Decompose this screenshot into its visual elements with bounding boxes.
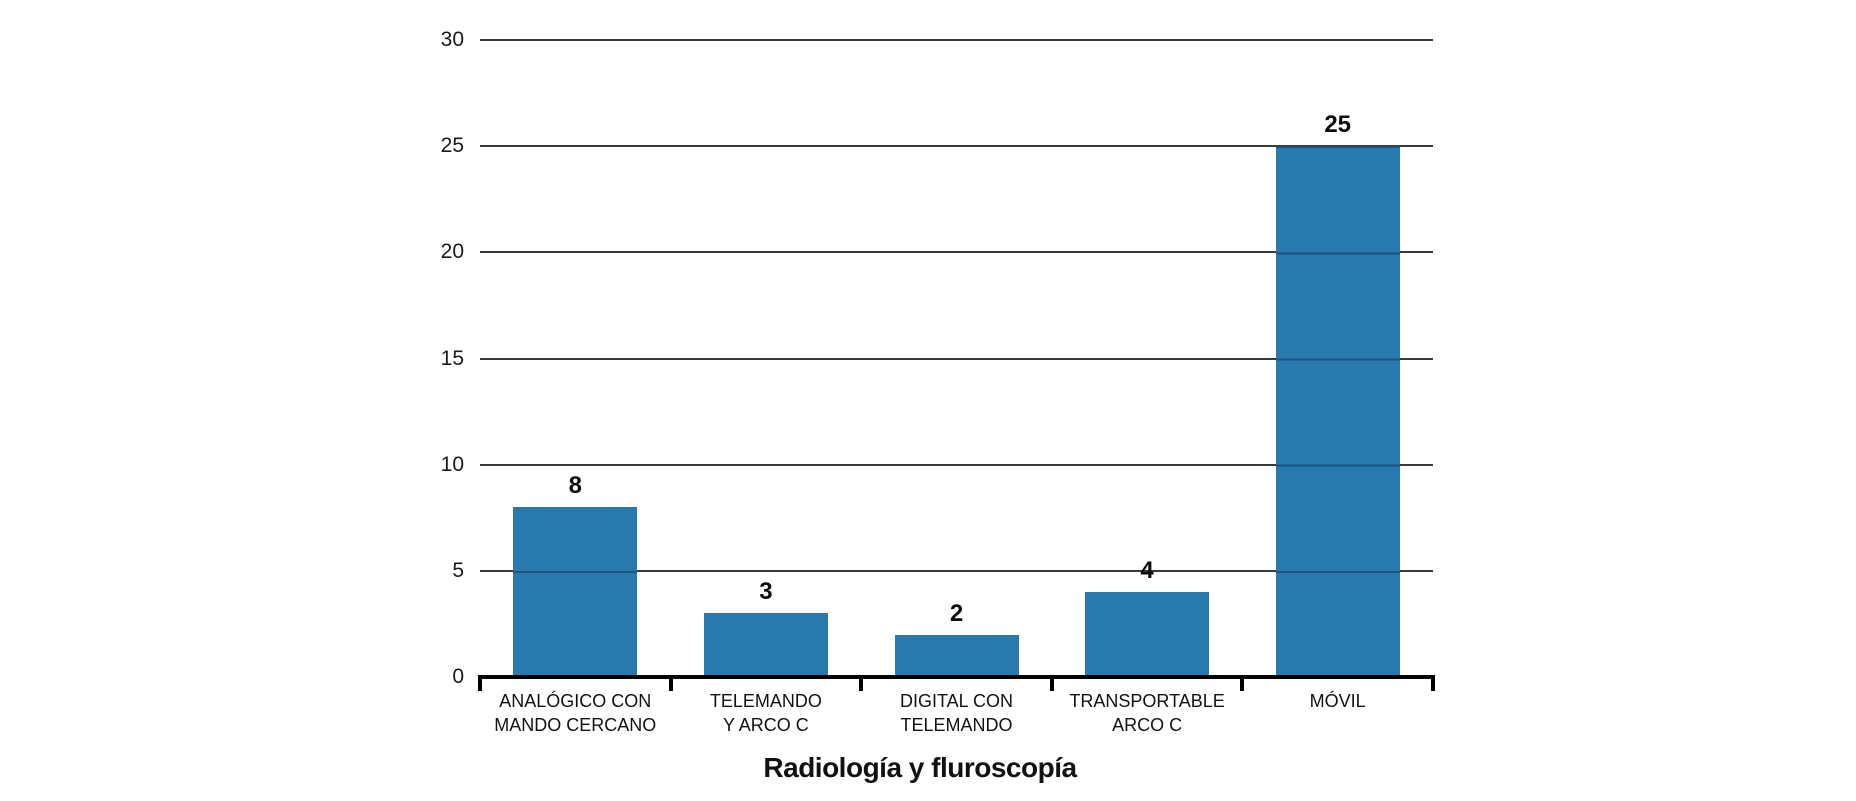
y-axis-tick-label: 20 [440, 240, 464, 264]
x-axis-category-label: ANALÓGICO CON MANDO CERCANO [494, 691, 657, 735]
y-axis-tick-label: 30 [440, 28, 464, 51]
bar-value-label: 8 [568, 472, 582, 500]
x-axis-category-label: MÓVIL [1309, 691, 1366, 711]
chart-title: Radiología y fluroscopía [763, 752, 1077, 783]
x-axis-line [478, 675, 1435, 679]
x-axis-tick [478, 675, 482, 691]
gridline-5 [480, 569, 1433, 572]
bar [1275, 146, 1400, 677]
x-axis-tick [1431, 675, 1435, 691]
y-axis-tick-label: 0 [452, 665, 464, 688]
bar-value-label: 3 [759, 578, 773, 606]
y-axis-tick-label: 5 [452, 558, 464, 582]
x-axis-category-label: DIGITAL CON TELEMANDO [899, 691, 1013, 735]
y-axis-tick-label: 10 [440, 452, 464, 476]
y-axis-tick-label: 25 [440, 134, 464, 158]
x-axis-category-label: TELEMANDO Y ARCO C [709, 691, 822, 735]
bar-value-label: 2 [949, 599, 964, 627]
bar [894, 634, 1019, 677]
y-axis-tick-label: 15 [440, 346, 464, 370]
bar [513, 507, 638, 677]
bar-value-label: 4 [1140, 557, 1154, 585]
gridline-10 [480, 463, 1433, 466]
x-axis-tick [1049, 675, 1054, 691]
x-axis-tick [859, 675, 864, 691]
gridline-20 [480, 251, 1433, 254]
gridline-30 [480, 39, 1433, 41]
bar [703, 613, 828, 677]
bar-value-label: 25 [1324, 111, 1352, 139]
bar [1085, 592, 1210, 677]
x-axis-category-label: TRANSPORTABLE ARCO C [1069, 691, 1225, 735]
x-axis-tick [668, 675, 673, 691]
gridline-15 [480, 357, 1433, 360]
x-axis-tick [1240, 675, 1245, 691]
gridline-25 [480, 145, 1433, 148]
